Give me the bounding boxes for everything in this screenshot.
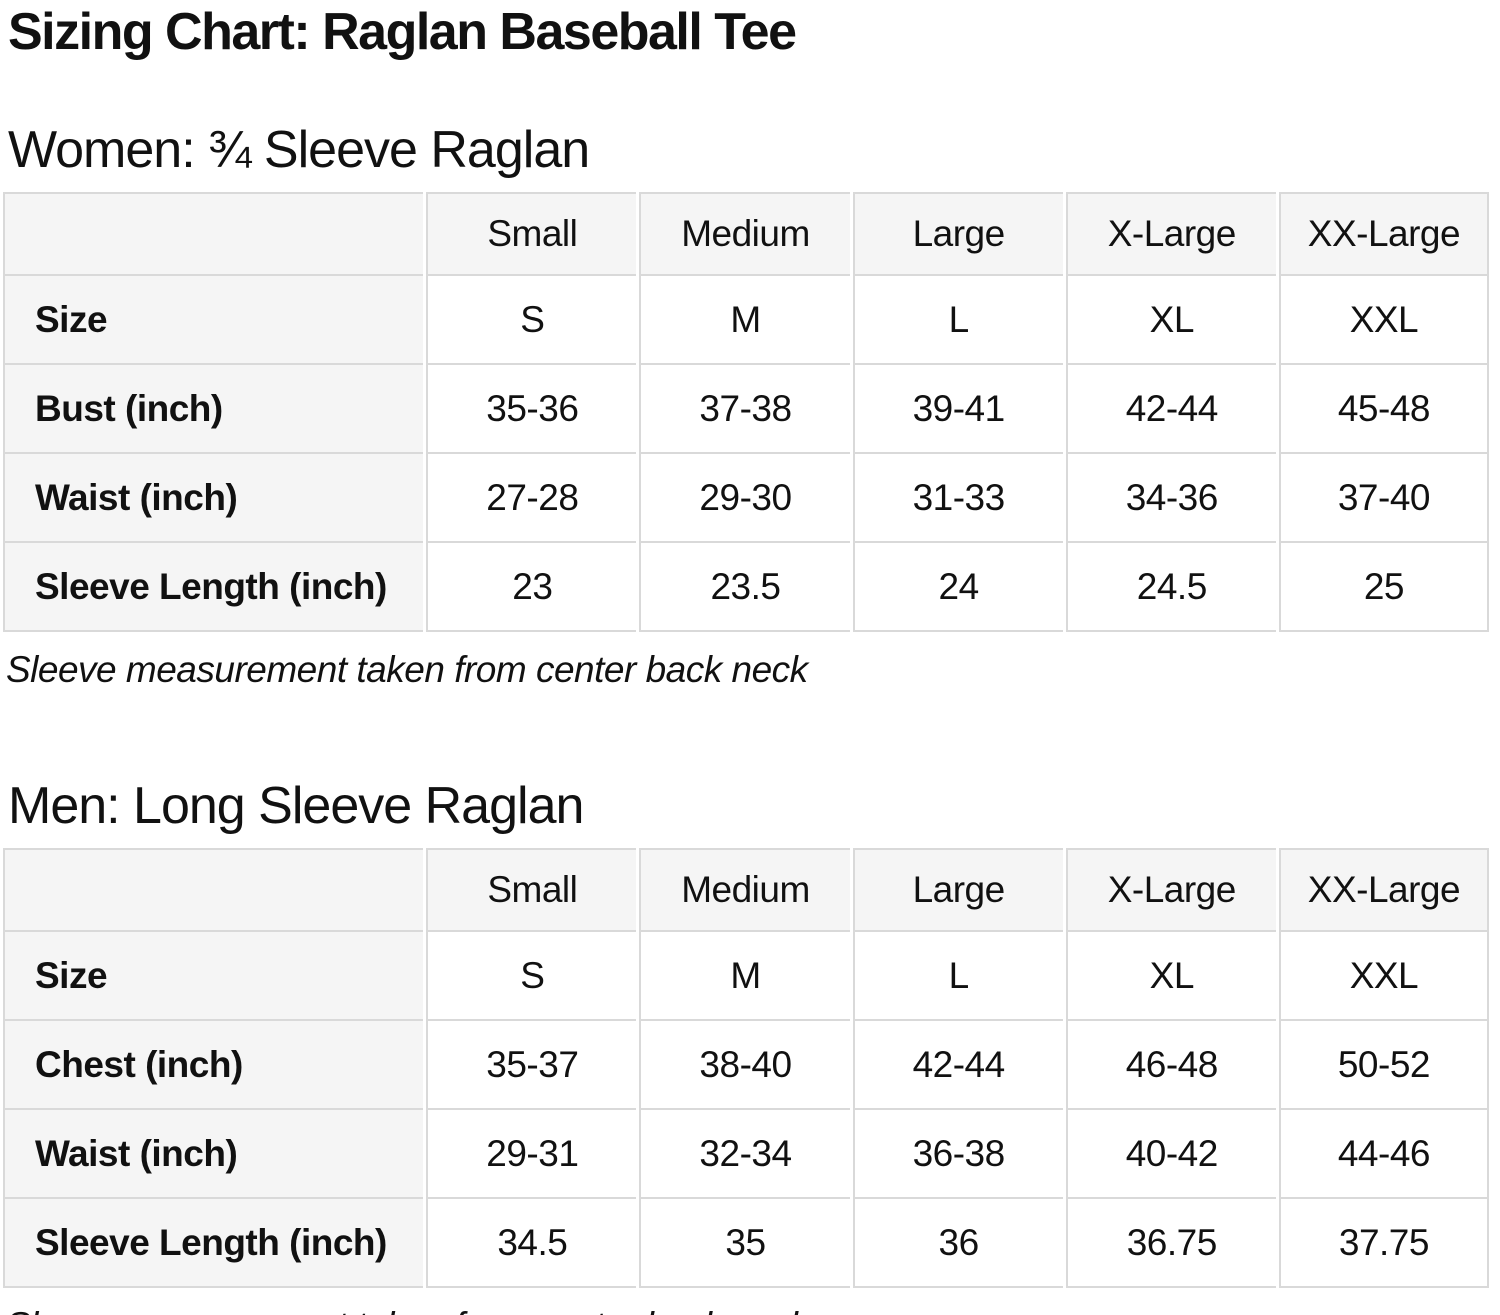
table-cell: 37.75 bbox=[1278, 1197, 1489, 1288]
corner-cell bbox=[3, 192, 424, 274]
women-section: Women: ¾ Sleeve Raglan Small Medium Larg… bbox=[0, 120, 1500, 692]
column-header-small: Small bbox=[426, 848, 637, 930]
table-cell: M bbox=[639, 930, 850, 1019]
column-header-x-large: X-Large bbox=[1065, 192, 1276, 274]
row-label-sleeve-length: Sleeve Length (inch) bbox=[3, 1197, 424, 1288]
table-cell: 42-44 bbox=[852, 1019, 1063, 1108]
women-size-row: Size S M L XL XXL bbox=[3, 274, 1489, 363]
row-label-size: Size bbox=[3, 274, 424, 363]
table-cell: XL bbox=[1065, 930, 1276, 1019]
row-label-waist: Waist (inch) bbox=[3, 452, 424, 541]
column-header-medium: Medium bbox=[639, 848, 850, 930]
page-title: Sizing Chart: Raglan Baseball Tee bbox=[8, 3, 797, 61]
women-bust-row: Bust (inch) 35-36 37-38 39-41 42-44 45-4… bbox=[3, 363, 1489, 452]
table-cell: M bbox=[639, 274, 850, 363]
table-cell: 36-38 bbox=[852, 1108, 1063, 1197]
table-cell: 36.75 bbox=[1065, 1197, 1276, 1288]
table-cell: 35-36 bbox=[426, 363, 637, 452]
table-cell: 23.5 bbox=[639, 541, 850, 632]
table-cell: 35 bbox=[639, 1197, 850, 1288]
women-header-row: Small Medium Large X-Large XX-Large bbox=[3, 192, 1489, 274]
table-cell: 29-31 bbox=[426, 1108, 637, 1197]
table-cell: 24.5 bbox=[1065, 541, 1276, 632]
table-cell: 46-48 bbox=[1065, 1019, 1276, 1108]
men-header-row: Small Medium Large X-Large XX-Large bbox=[3, 848, 1489, 930]
table-cell: 38-40 bbox=[639, 1019, 850, 1108]
column-header-xx-large: XX-Large bbox=[1278, 192, 1489, 274]
men-sleeve-row: Sleeve Length (inch) 34.5 35 36 36.75 37… bbox=[3, 1197, 1489, 1288]
column-header-xx-large: XX-Large bbox=[1278, 848, 1489, 930]
women-sizing-table: Small Medium Large X-Large XX-Large Size… bbox=[0, 192, 1492, 632]
table-cell: 45-48 bbox=[1278, 363, 1489, 452]
table-cell: 29-30 bbox=[639, 452, 850, 541]
column-header-large: Large bbox=[852, 192, 1063, 274]
table-cell: XXL bbox=[1278, 930, 1489, 1019]
column-header-x-large: X-Large bbox=[1065, 848, 1276, 930]
column-header-medium: Medium bbox=[639, 192, 850, 274]
table-cell: XL bbox=[1065, 274, 1276, 363]
table-cell: 37-40 bbox=[1278, 452, 1489, 541]
men-size-row: Size S M L XL XXL bbox=[3, 930, 1489, 1019]
row-label-size: Size bbox=[3, 930, 424, 1019]
women-section-heading: Women: ¾ Sleeve Raglan bbox=[8, 121, 590, 179]
table-cell: 40-42 bbox=[1065, 1108, 1276, 1197]
men-waist-row: Waist (inch) 29-31 32-34 36-38 40-42 44-… bbox=[3, 1108, 1489, 1197]
table-cell: 35-37 bbox=[426, 1019, 637, 1108]
table-cell: L bbox=[852, 274, 1063, 363]
table-cell: 39-41 bbox=[852, 363, 1063, 452]
men-sizing-table: Small Medium Large X-Large XX-Large Size… bbox=[0, 848, 1492, 1288]
men-section-heading: Men: Long Sleeve Raglan bbox=[8, 777, 584, 835]
men-measure-note: Sleeve measurement taken from center bac… bbox=[6, 1304, 1500, 1315]
women-measure-note: Sleeve measurement taken from center bac… bbox=[6, 649, 808, 690]
table-cell: 34-36 bbox=[1065, 452, 1276, 541]
table-cell: 23 bbox=[426, 541, 637, 632]
table-cell: 25 bbox=[1278, 541, 1489, 632]
row-label-waist: Waist (inch) bbox=[3, 1108, 424, 1197]
table-cell: 27-28 bbox=[426, 452, 637, 541]
corner-cell bbox=[3, 848, 424, 930]
row-label-sleeve-length: Sleeve Length (inch) bbox=[3, 541, 424, 632]
table-cell: 36 bbox=[852, 1197, 1063, 1288]
table-cell: XXL bbox=[1278, 274, 1489, 363]
table-cell: S bbox=[426, 930, 637, 1019]
table-cell: 42-44 bbox=[1065, 363, 1276, 452]
row-label-chest: Chest (inch) bbox=[3, 1019, 424, 1108]
women-waist-row: Waist (inch) 27-28 29-30 31-33 34-36 37-… bbox=[3, 452, 1489, 541]
column-header-large: Large bbox=[852, 848, 1063, 930]
table-cell: 37-38 bbox=[639, 363, 850, 452]
table-cell: 24 bbox=[852, 541, 1063, 632]
men-chest-row: Chest (inch) 35-37 38-40 42-44 46-48 50-… bbox=[3, 1019, 1489, 1108]
men-section: Men: Long Sleeve Raglan Small Medium Lar… bbox=[0, 776, 1500, 1315]
table-cell: S bbox=[426, 274, 637, 363]
women-sleeve-row: Sleeve Length (inch) 23 23.5 24 24.5 25 bbox=[3, 541, 1489, 632]
table-cell: 44-46 bbox=[1278, 1108, 1489, 1197]
table-cell: L bbox=[852, 930, 1063, 1019]
table-cell: 34.5 bbox=[426, 1197, 637, 1288]
row-label-bust: Bust (inch) bbox=[3, 363, 424, 452]
column-header-small: Small bbox=[426, 192, 637, 274]
table-cell: 32-34 bbox=[639, 1108, 850, 1197]
table-cell: 31-33 bbox=[852, 452, 1063, 541]
table-cell: 50-52 bbox=[1278, 1019, 1489, 1108]
